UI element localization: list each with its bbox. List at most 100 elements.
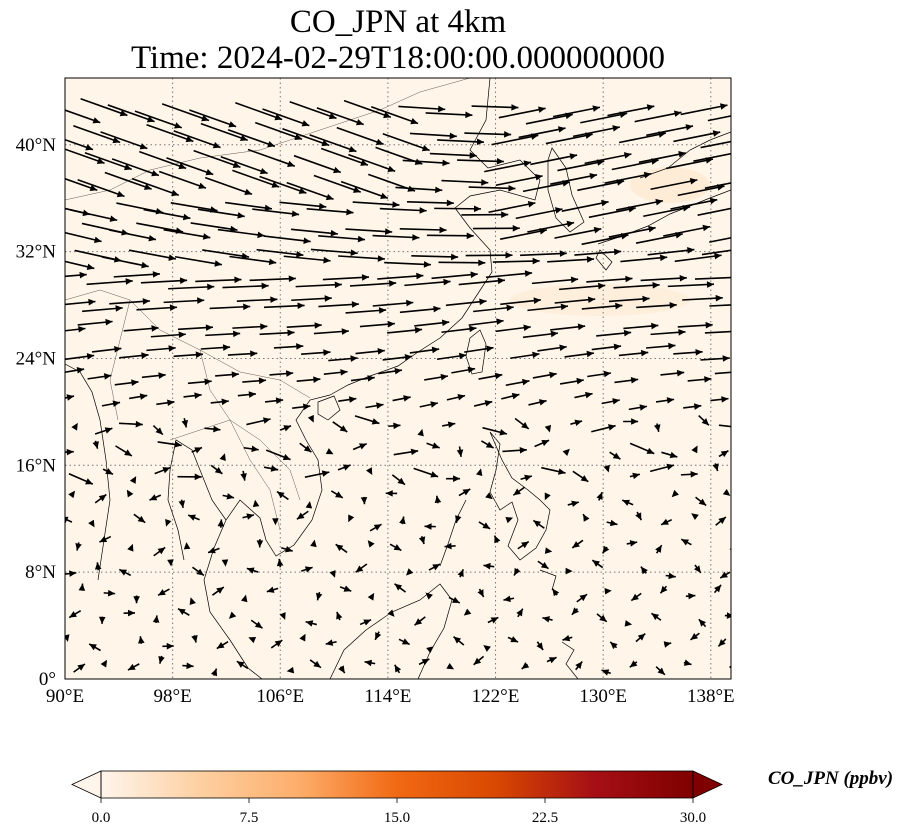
- wind-arrow: [108, 229, 157, 242]
- wind-arrow: [131, 177, 180, 197]
- wind-arrow: [163, 228, 211, 240]
- wind-arrow: [216, 640, 229, 650]
- coastlines: [65, 78, 731, 679]
- wind-arrow: [276, 490, 289, 501]
- wind-arrow: [207, 547, 220, 554]
- wind-arrow: [398, 638, 410, 646]
- wind-arrow: [413, 467, 439, 478]
- wind-arrow: [177, 324, 214, 331]
- wind-arrow: [153, 546, 166, 557]
- wind-arrow: [458, 488, 471, 497]
- wind-arrow: [279, 424, 292, 432]
- wind-arrow: [444, 542, 456, 550]
- wind-arrow: [107, 104, 155, 123]
- wind-arrow: [382, 354, 413, 361]
- wind-arrow: [94, 493, 107, 504]
- wind-arrow: [366, 467, 373, 476]
- wind-arrow: [691, 513, 699, 521]
- wind-arrow: [242, 513, 255, 520]
- wind-arrow: [250, 619, 263, 629]
- wind-arrow: [434, 205, 482, 213]
- wind-arrow: [158, 170, 207, 189]
- wind-arrow: [565, 567, 573, 575]
- wind-arrow: [613, 281, 660, 289]
- colorbar-tick-label: 7.5: [240, 810, 259, 826]
- wind-arrow: [316, 107, 364, 126]
- x-tick-label: 130°E: [579, 686, 627, 707]
- wind-arrow: [232, 169, 280, 188]
- wind-arrow: [154, 466, 171, 475]
- wind-arrow: [133, 595, 140, 604]
- wind-arrow: [281, 545, 293, 553]
- wind-arrow: [359, 619, 372, 626]
- wind-arrow: [501, 392, 520, 400]
- wind-arrow: [141, 372, 166, 379]
- wind-arrow: [406, 568, 414, 576]
- wind-arrow: [407, 199, 454, 207]
- wind-arrow: [310, 248, 358, 256]
- wind-arrow: [71, 422, 78, 431]
- wind-arrow: [426, 232, 474, 240]
- wind-arrow: [393, 448, 419, 456]
- wind-arrow: [417, 428, 424, 437]
- wind-arrow: [476, 468, 483, 477]
- colorbar-gradient: [101, 771, 693, 798]
- wind-arrow: [402, 159, 450, 167]
- wind-arrow: [464, 131, 512, 138]
- wind-arrow: [152, 615, 160, 624]
- wind-arrow: [601, 669, 612, 676]
- wind-arrow: [451, 366, 476, 374]
- figure-subtitle-time: Time: 2024-02-29T18:00:00.000000000: [130, 40, 666, 76]
- colorbar-tick-label: 22.5: [532, 810, 558, 826]
- wind-arrow: [655, 544, 663, 554]
- wind-arrow: [574, 248, 622, 256]
- wind-arrow: [704, 330, 731, 334]
- wind-arrow: [228, 611, 237, 619]
- wind-arrow: [325, 448, 334, 455]
- wind-arrow: [398, 105, 446, 113]
- wind-arrow: [478, 372, 503, 380]
- wind-arrow: [232, 323, 268, 330]
- wind-arrow: [301, 349, 331, 356]
- wind-arrow: [75, 542, 82, 551]
- wind-arrow: [718, 449, 729, 458]
- wind-arrow: [518, 126, 566, 139]
- wind-arrow: [574, 391, 593, 399]
- wind-arrow: [659, 585, 668, 594]
- wind-arrow: [550, 172, 598, 185]
- wind-arrow: [265, 449, 291, 461]
- wind-arrow: [478, 521, 491, 530]
- wind-arrow: [293, 154, 342, 174]
- wind-arrow: [680, 103, 728, 116]
- wind-arrow: [424, 523, 436, 530]
- wind-arrow: [378, 367, 403, 375]
- wind-arrow: [209, 303, 251, 311]
- wind-arrow: [374, 631, 382, 641]
- wind-arrow: [263, 235, 311, 244]
- wind-arrow: [521, 662, 530, 670]
- wind-arrow: [704, 182, 731, 189]
- wind-arrow: [532, 371, 557, 379]
- wind-arrow: [630, 592, 642, 602]
- wind-arrow: [591, 424, 616, 433]
- wind-arrow: [673, 130, 721, 143]
- wind-arrow: [227, 129, 276, 148]
- wind-arrow: [495, 324, 531, 333]
- wind-arrow: [123, 609, 136, 617]
- y-tick-label: 24°N: [16, 348, 57, 369]
- wind-arrow: [65, 325, 86, 333]
- wind-arrow: [235, 102, 283, 121]
- wind-arrow: [286, 181, 334, 201]
- wind-arrow: [205, 330, 241, 338]
- wind-arrow: [562, 448, 570, 456]
- wind-arrow: [559, 377, 584, 385]
- wind-arrow: [80, 98, 128, 117]
- wind-arrow: [82, 305, 123, 313]
- wind-arrow: [242, 377, 267, 385]
- wind-arrow: [717, 638, 727, 647]
- wind-arrow: [448, 596, 461, 604]
- wind-arrow: [663, 641, 672, 648]
- wind-arrow: [457, 568, 464, 578]
- wind-arrow: [246, 567, 259, 574]
- wind-arrow: [332, 421, 348, 433]
